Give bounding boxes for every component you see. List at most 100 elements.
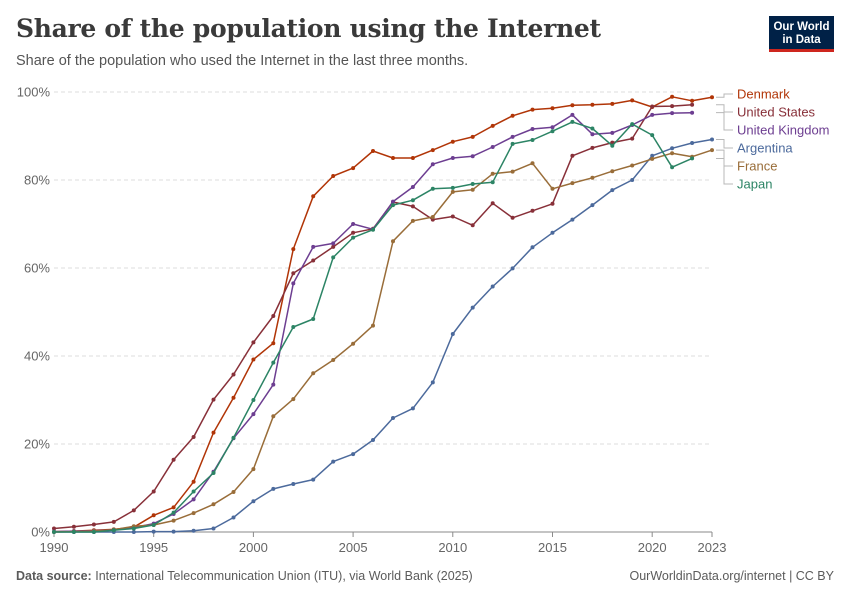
data-point	[291, 397, 296, 402]
data-point	[550, 201, 555, 206]
data-point	[510, 215, 515, 220]
series-lines	[52, 94, 714, 534]
x-tick-label: 2015	[538, 540, 567, 555]
logo-line-2: in Data	[782, 33, 821, 46]
data-point	[710, 137, 714, 142]
legend-label-argentina: Argentina	[737, 141, 793, 156]
data-point	[271, 382, 276, 387]
data-point	[650, 112, 655, 117]
data-point	[191, 435, 196, 439]
footer-credit-link[interactable]: OurWorldinData.org/internet | CC BY	[629, 569, 835, 583]
data-point	[530, 208, 535, 213]
data-point	[450, 214, 455, 219]
legend-label-united-states: United States	[737, 105, 816, 120]
data-point	[231, 395, 236, 400]
data-point	[171, 518, 176, 523]
data-point	[570, 153, 575, 158]
data-point	[550, 125, 555, 130]
data-point	[410, 218, 415, 223]
data-point	[490, 123, 495, 128]
data-point	[690, 141, 695, 145]
data-point	[311, 258, 316, 263]
data-point	[470, 154, 475, 159]
data-point	[171, 529, 176, 534]
data-point	[490, 284, 495, 289]
data-point	[410, 198, 415, 203]
data-point	[331, 241, 336, 246]
legend-label-japan: Japan	[737, 177, 772, 192]
legend-label-france: France	[737, 159, 777, 174]
data-point	[211, 471, 216, 475]
data-point	[690, 156, 695, 161]
data-point	[191, 528, 196, 533]
data-point	[271, 314, 276, 318]
data-point	[650, 156, 655, 161]
y-tick-label: 40%	[24, 349, 50, 364]
data-point	[291, 271, 296, 276]
data-point	[610, 130, 615, 135]
data-point	[331, 244, 336, 249]
data-point	[530, 138, 535, 142]
data-point	[371, 227, 375, 232]
data-point	[311, 194, 316, 199]
data-point	[351, 341, 356, 346]
data-point	[670, 151, 675, 156]
data-point	[52, 526, 56, 531]
data-point	[670, 146, 675, 151]
data-point	[251, 357, 256, 362]
data-point	[171, 457, 176, 462]
data-point	[590, 126, 595, 131]
data-point	[171, 510, 176, 515]
data-point	[231, 435, 236, 440]
data-point	[450, 139, 455, 144]
data-point	[271, 341, 276, 346]
legend-connector-japan	[716, 157, 733, 185]
data-point	[111, 519, 116, 524]
data-point	[271, 414, 276, 419]
x-tick-label: 2023	[698, 540, 727, 555]
data-point	[291, 482, 296, 486]
data-point	[690, 102, 695, 107]
grid-lines	[54, 91, 712, 445]
data-point	[530, 161, 535, 166]
data-point	[391, 203, 395, 208]
data-point	[251, 398, 256, 402]
data-point	[131, 530, 136, 534]
data-point	[690, 98, 695, 103]
y-tick-label: 60%	[24, 261, 50, 276]
data-point	[391, 416, 395, 420]
data-point	[271, 360, 276, 365]
data-point	[470, 134, 475, 139]
data-point	[331, 174, 336, 178]
data-point	[510, 266, 515, 271]
series-line-france	[53, 149, 713, 533]
series-line-denmark	[53, 96, 713, 533]
chart-subtitle: Share of the population who used the Int…	[16, 53, 469, 69]
data-point	[151, 529, 156, 534]
data-point	[490, 145, 495, 149]
series-france	[52, 148, 714, 534]
series-argentina	[52, 137, 714, 534]
data-point	[311, 371, 316, 376]
legend-label-united-kingdom: United Kingdom	[737, 123, 830, 138]
data-point	[251, 467, 256, 472]
data-point	[191, 479, 196, 484]
data-point	[610, 169, 615, 174]
data-point	[550, 186, 555, 191]
data-point	[371, 438, 375, 442]
data-point	[430, 186, 435, 191]
y-tick-label: 0%	[31, 525, 50, 540]
data-point	[291, 247, 296, 252]
data-point	[610, 188, 615, 193]
data-point	[71, 530, 76, 534]
data-point	[231, 372, 236, 377]
data-point	[630, 178, 635, 182]
x-tick-label: 1995	[139, 540, 168, 555]
data-source: Data source: International Telecommunica…	[16, 569, 473, 583]
y-axis-ticks: 0% 20% 40% 60% 80% 100%	[17, 85, 51, 540]
data-point	[351, 166, 356, 171]
owid-logo[interactable]: Our World in Data	[769, 16, 834, 52]
data-point	[530, 245, 535, 250]
data-point	[171, 505, 176, 510]
